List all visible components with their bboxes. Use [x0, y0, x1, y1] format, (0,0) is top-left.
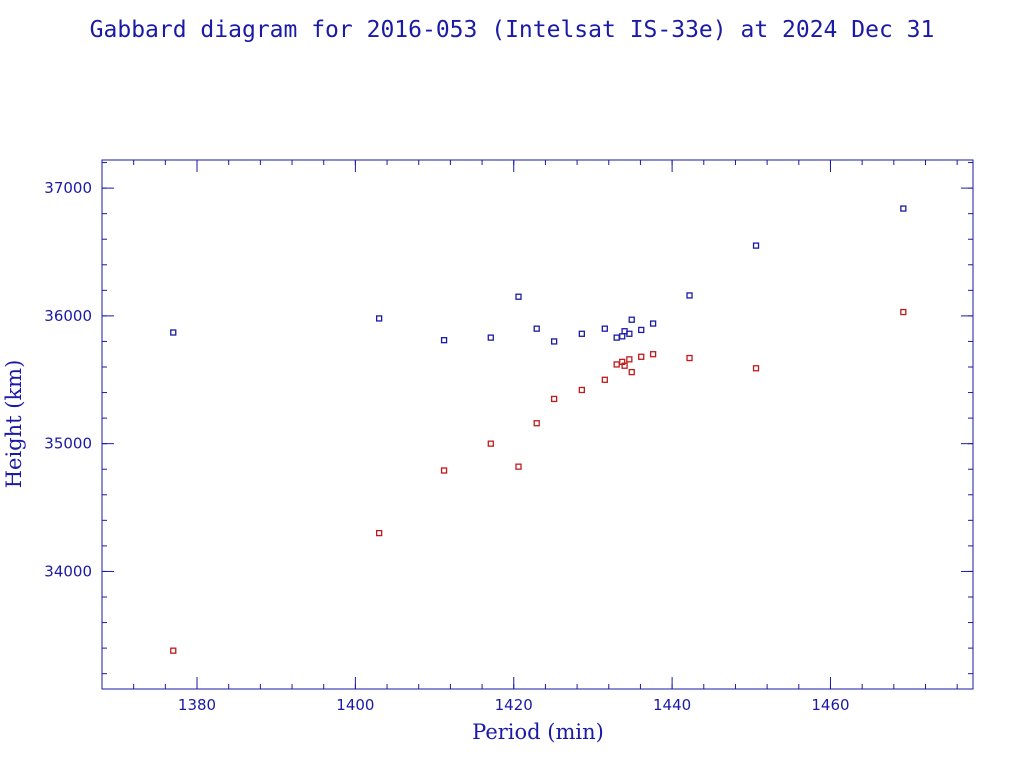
y-axis-label: Height (km) [2, 360, 26, 489]
data-point-series-2 [533, 420, 540, 427]
data-point-series-2 [649, 351, 657, 358]
plot-frame [101, 159, 974, 690]
tick-labels: 1380 1400 1420 1440 1460 34000 35000 36000 37000 [44, 179, 849, 714]
data-point-series-1 [900, 205, 907, 212]
data-point-series-1 [686, 292, 693, 299]
data-point-series-2 [515, 463, 522, 470]
data-point-series-1 [752, 242, 760, 249]
chart-title: Gabbard diagram for 2016-053 (Intelsat I… [90, 17, 935, 43]
data-point-series-1 [601, 325, 608, 332]
x-tick-label: 1440 [653, 696, 691, 714]
data-point-series-1 [515, 293, 522, 300]
data-point-series-2 [601, 376, 608, 383]
data-point-series-1 [440, 337, 448, 344]
axis-ticks [101, 160, 973, 689]
data-point-series-1 [626, 330, 633, 337]
data-point-series-1 [375, 315, 383, 322]
data-point-series-1 [649, 320, 657, 327]
y-tick-label: 34000 [44, 562, 92, 580]
x-tick-label: 1420 [495, 696, 533, 714]
data-point-series-2 [628, 368, 635, 376]
data-point-series-1 [533, 325, 540, 332]
data-point-series-2 [375, 529, 383, 537]
data-point-series-2 [638, 353, 645, 360]
data-point-series-1 [628, 316, 635, 323]
data-point-series-1 [638, 326, 645, 334]
data-point-series-1 [487, 334, 494, 341]
data-point-series-2 [626, 356, 633, 363]
data-point-series-1 [170, 329, 177, 336]
data-point-series-1 [578, 330, 585, 337]
x-axis-label: Period (min) [472, 720, 604, 744]
x-tick-label: 1380 [178, 696, 216, 714]
data-point-series-2 [170, 647, 177, 654]
data-point-series-2 [550, 395, 558, 403]
x-tick-label: 1460 [811, 696, 849, 714]
data-points [170, 205, 907, 654]
y-tick-label: 36000 [44, 307, 92, 325]
data-point-series-2 [752, 365, 760, 372]
x-tick-label: 1400 [336, 696, 374, 714]
data-point-series-2 [686, 354, 693, 362]
y-tick-label: 35000 [44, 435, 92, 453]
data-point-series-2 [487, 440, 494, 447]
data-point-series-2 [900, 308, 907, 316]
y-tick-label: 37000 [44, 179, 92, 197]
data-point-series-2 [621, 362, 628, 369]
data-point-series-2 [578, 386, 585, 394]
data-point-series-2 [440, 467, 448, 474]
data-point-series-1 [619, 333, 626, 340]
data-point-series-1 [550, 338, 558, 345]
data-point-series-1 [613, 334, 620, 341]
data-point-series-2 [613, 361, 620, 368]
